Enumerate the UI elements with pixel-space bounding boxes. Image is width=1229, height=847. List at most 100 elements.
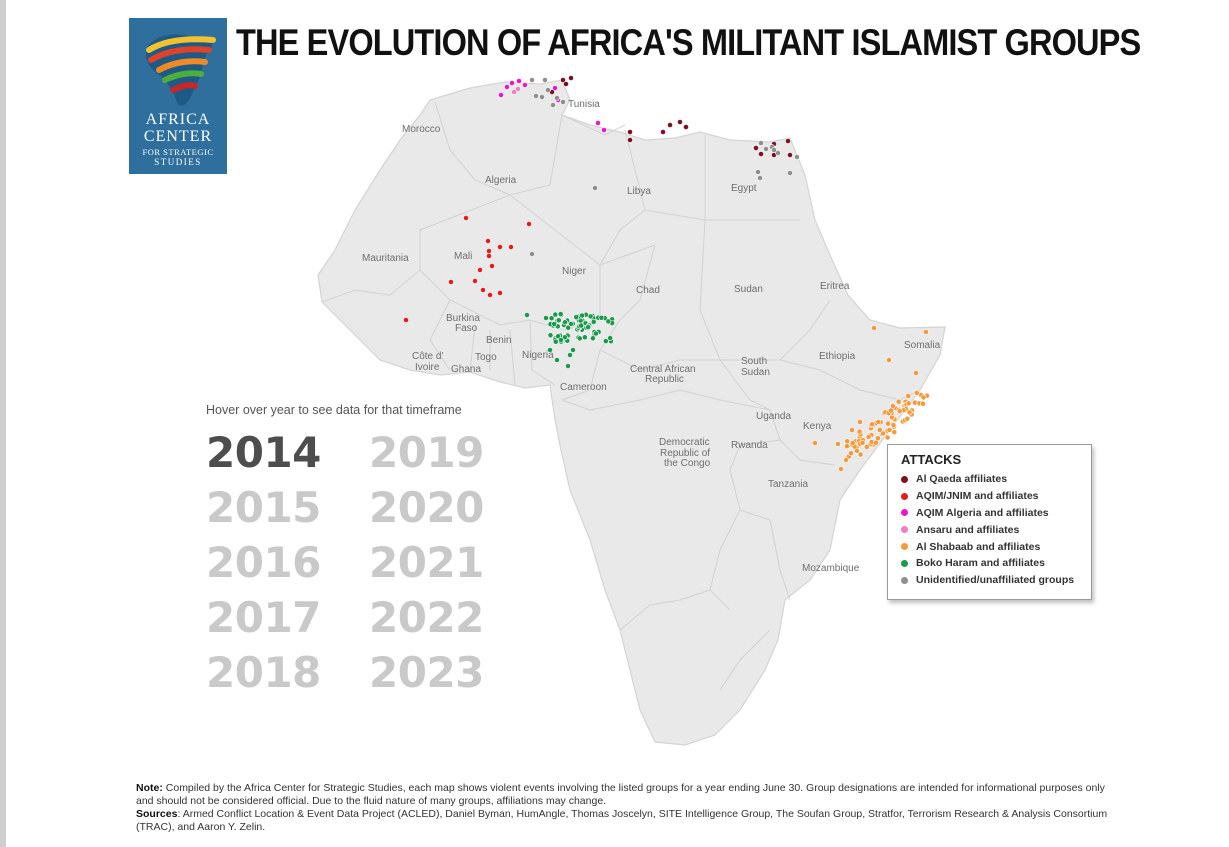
legend-label-ansaru: Ansaru and affiliates xyxy=(916,523,1020,536)
attack-marker-boko-haram xyxy=(548,315,555,322)
sources-text: : Armed Conflict Location & Event Data P… xyxy=(136,808,1108,833)
year-2014[interactable]: 2014 xyxy=(206,428,321,477)
attack-marker-boko-haram xyxy=(570,347,576,353)
label-ethiopia: Ethiopia xyxy=(819,351,856,362)
attack-marker-al-shabaab xyxy=(913,389,920,396)
attack-marker-aqim-algeria xyxy=(504,84,510,90)
year-2017[interactable]: 2017 xyxy=(206,593,321,642)
legend-item-boko-haram: Boko Haram and affiliates xyxy=(901,555,1091,572)
attack-marker-ansaru xyxy=(515,86,521,92)
label-faso: Faso xyxy=(455,323,478,334)
legend-title: ATTACKS xyxy=(901,452,962,467)
label-nigeria: Nigeria xyxy=(522,350,554,361)
attack-marker-al-qaeda xyxy=(667,122,673,128)
attack-marker-al-shabaab xyxy=(856,428,863,435)
year-2023[interactable]: 2023 xyxy=(369,648,484,697)
attack-marker-aqim-algeria xyxy=(601,127,607,133)
attack-marker-unidentified xyxy=(757,175,763,181)
attack-marker-boko-haram xyxy=(547,332,554,339)
attack-marker-boko-haram xyxy=(552,311,559,318)
logo-text-for-strategic: FOR STRATEGIC xyxy=(142,147,214,157)
attack-marker-unidentified xyxy=(560,99,566,105)
attack-marker-aqim-algeria xyxy=(509,80,515,86)
label-cote-divoire-2: Ivoire xyxy=(415,362,440,373)
attack-marker-boko-haram xyxy=(578,322,584,329)
label-eritrea: Eritrea xyxy=(820,281,850,292)
attack-marker-boko-haram xyxy=(557,311,564,317)
attack-marker-al-qaeda xyxy=(677,119,683,125)
legend-label-aqim-algeria: AQIM Algeria and affiliates xyxy=(916,506,1049,519)
year-selector: 2014 2015 2016 2017 2018 2019 2020 2021 … xyxy=(206,428,506,708)
attack-marker-unidentified xyxy=(529,251,535,257)
attack-marker-boko-haram xyxy=(565,324,572,331)
attack-marker-boko-haram xyxy=(590,318,597,325)
legend-item-unidentified: Unidentified/unaffiliated groups xyxy=(901,572,1091,589)
year-2019[interactable]: 2019 xyxy=(369,428,484,477)
attack-marker-aqim-algeria xyxy=(498,92,504,98)
attack-marker-al-qaeda xyxy=(683,124,689,130)
legend-item-al-shabaab: Al Shabaab and affiliates xyxy=(901,538,1091,555)
attack-marker-boko-haram xyxy=(565,363,571,369)
year-2021[interactable]: 2021 xyxy=(369,538,484,587)
attacks-legend: ATTACKS Al Qaeda affiliates AQIM/JNIM an… xyxy=(887,444,1092,600)
attack-marker-al-shabaab xyxy=(886,427,893,433)
attack-marker-al-shabaab xyxy=(904,415,911,422)
attack-marker-unidentified xyxy=(542,77,548,83)
attack-marker-aqim-jnim xyxy=(472,278,478,284)
year-2018[interactable]: 2018 xyxy=(206,648,321,697)
label-morocco: Morocco xyxy=(402,124,441,135)
label-somalia: Somalia xyxy=(904,340,941,351)
attack-marker-boko-haram xyxy=(552,338,559,345)
attack-marker-boko-haram xyxy=(589,335,596,342)
attack-marker-al-shabaab xyxy=(890,422,897,428)
attack-marker-unidentified xyxy=(545,87,551,93)
attack-marker-boko-haram xyxy=(551,321,558,327)
year-2016[interactable]: 2016 xyxy=(206,538,321,587)
attack-marker-unidentified xyxy=(763,146,769,152)
attack-marker-al-shabaab xyxy=(857,419,863,425)
legend-swatch-al-qaeda xyxy=(901,475,908,483)
year-2022[interactable]: 2022 xyxy=(369,593,484,642)
label-benin: Benin xyxy=(486,335,512,346)
attack-marker-al-qaeda xyxy=(758,151,764,157)
attack-marker-boko-haram xyxy=(593,330,599,337)
label-togo: Togo xyxy=(475,352,497,363)
attack-marker-al-qaeda xyxy=(563,81,569,87)
attack-marker-boko-haram xyxy=(561,334,568,341)
label-drc-2: Republic of xyxy=(660,448,710,459)
attack-marker-aqim-jnim xyxy=(403,317,409,323)
label-libya: Libya xyxy=(627,186,651,197)
label-car-1: Central African xyxy=(630,364,696,375)
attack-marker-aqim-jnim xyxy=(497,244,503,250)
attack-marker-al-qaeda xyxy=(660,129,666,135)
attack-marker-aqim-jnim xyxy=(477,267,483,273)
attack-marker-unidentified xyxy=(771,147,777,153)
attack-markers xyxy=(403,75,930,472)
attack-marker-al-shabaab xyxy=(812,440,818,446)
attack-marker-al-shabaab xyxy=(844,438,850,445)
attack-marker-unidentified xyxy=(529,77,535,83)
attack-marker-al-shabaab xyxy=(849,440,856,446)
year-2020[interactable]: 2020 xyxy=(369,483,484,532)
legend-swatch-unidentified xyxy=(901,576,908,584)
legend-item-aqim-algeria: AQIM Algeria and affiliates xyxy=(901,505,1091,522)
label-chad: Chad xyxy=(636,285,660,296)
attack-marker-aqim-algeria xyxy=(595,120,601,126)
attack-marker-unidentified xyxy=(794,154,800,160)
attack-marker-unidentified xyxy=(554,95,560,101)
attack-marker-boko-haram xyxy=(602,338,609,344)
africa-center-logo: AFRICA CENTER FOR STRATEGIC STUDIES xyxy=(129,18,227,174)
year-2015[interactable]: 2015 xyxy=(206,483,321,532)
attack-marker-unidentified xyxy=(533,93,539,99)
logo-text-africa: AFRICA xyxy=(145,111,211,128)
attack-marker-al-shabaab xyxy=(865,433,872,440)
attack-marker-unidentified xyxy=(550,102,556,108)
attack-marker-unidentified xyxy=(755,169,761,175)
attack-marker-boko-haram xyxy=(587,313,594,320)
legend-swatch-ansaru xyxy=(901,526,908,534)
attack-marker-boko-haram xyxy=(585,324,592,330)
legend-swatch-boko-haram xyxy=(901,559,908,567)
attack-marker-boko-haram xyxy=(524,312,530,318)
attack-marker-unidentified xyxy=(758,140,764,146)
africa-emblem-icon xyxy=(145,34,216,106)
